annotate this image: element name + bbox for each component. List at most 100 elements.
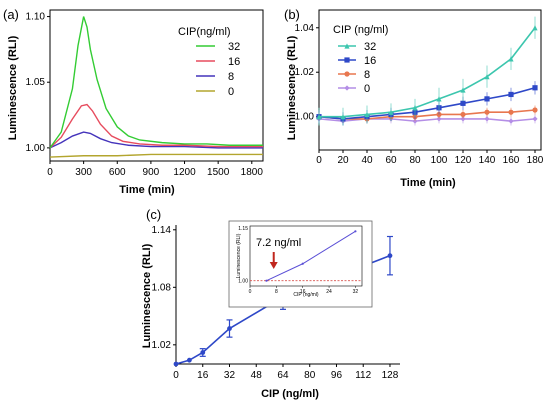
panel-b-x-tick-label: 20	[337, 155, 349, 166]
panel-a-label: (a)	[3, 7, 19, 22]
panel-b-point	[508, 109, 514, 115]
panel-a-x-tick-label: 300	[75, 167, 92, 178]
panel-b-legend-entry: 16	[364, 55, 376, 67]
panel-a-series-16	[49, 103, 263, 149]
panel-c-point	[200, 350, 206, 355]
panel-b-y-tick-label: 1.02	[295, 67, 315, 78]
panel-c-ylabel: Luminescence (RLI)	[141, 243, 153, 348]
panel-b-point	[484, 109, 490, 115]
inset-y-tick-label: 1.00	[238, 279, 248, 285]
panel-b-point	[508, 118, 514, 124]
panel-b-ylabel: Luminescence (RLI)	[286, 35, 298, 140]
inset-x-tick-label: 16	[300, 289, 306, 295]
panel-a-legend-entry: 8	[228, 71, 234, 83]
panel-c-point	[387, 253, 393, 259]
panel-b-series-32	[319, 27, 536, 118]
panel-b-point	[484, 96, 490, 102]
panel-b-point	[532, 107, 538, 113]
panel-b-point	[388, 109, 394, 115]
panel-b-series-8	[318, 109, 536, 120]
panel-a-legend-entry: 32	[228, 41, 240, 53]
inset-x-tick-label: 8	[275, 289, 278, 295]
inset-xlabel: CIP (ng/ml)	[293, 292, 319, 298]
panel-b-x-tick-label: 80	[409, 155, 421, 166]
panel-b-legend-entry: 32	[364, 41, 376, 53]
panel-b-x-tick-label: 0	[316, 155, 322, 166]
panel-a-x-tick-label: 900	[143, 167, 160, 178]
panel-b-x-tick-label: 180	[527, 155, 544, 166]
panel-b-point	[340, 114, 346, 120]
panel-b-x-tick-label: 140	[479, 155, 496, 166]
panel-b-point	[436, 96, 442, 102]
panel-c-point	[186, 357, 192, 363]
panel-c-x-tick-label: 128	[382, 370, 399, 381]
panel-c-x-tick-label: 80	[304, 370, 316, 381]
panel-b-series-0	[318, 118, 536, 122]
panel-a-series-8	[49, 131, 263, 149]
panel-b-x-tick-label: 100	[431, 155, 448, 166]
panel-b-point	[316, 114, 322, 120]
panel-b-point	[532, 85, 538, 91]
panel-a-x-tick-label: 1500	[207, 167, 230, 178]
panel-b-legend-title: CIP (ng/ml)	[333, 24, 388, 36]
panel-b-legend-entry: 0	[364, 83, 370, 95]
panel-b-y-tick-label: 1.00	[295, 112, 315, 123]
panel-b-frame	[318, 9, 542, 151]
panel-a-y-tick-label: 1.00	[26, 143, 46, 154]
panel-b-series-16	[318, 87, 536, 120]
panel-c-label: (c)	[146, 207, 161, 222]
panel-c-x-tick-label: 16	[197, 370, 209, 381]
panel-b-point	[484, 74, 490, 80]
panel-c-x-tick-label: 48	[251, 370, 263, 381]
panel-b-x-tick-label: 160	[503, 155, 520, 166]
panel-a-y-tick-label: 1.05	[26, 77, 46, 88]
panel-a-x-tick-label: 1800	[241, 167, 264, 178]
panel-a-x-tick-label: 600	[109, 167, 126, 178]
panel-a-x-tick-label: 1200	[173, 167, 196, 178]
panel-b-point	[508, 91, 514, 98]
panel-b-xlabel: Time (min)	[400, 177, 456, 189]
inset-y-tick-label: 1.15	[238, 226, 248, 232]
panel-b-point	[364, 111, 370, 118]
panel-b-point	[532, 116, 538, 122]
panel-c-y-tick-label: 1.14	[152, 225, 172, 236]
panel-b-point	[484, 116, 490, 122]
panel-b-point	[460, 111, 466, 118]
panel-a-frame	[49, 9, 264, 162]
panel-b-x-tick-label: 60	[385, 155, 397, 166]
panel-c-x-tick-label: 0	[173, 370, 179, 381]
panel-c-y-tick-label: 1.08	[152, 282, 172, 293]
inset-x-tick-label: 0	[249, 289, 252, 295]
inset-point	[354, 230, 357, 233]
panel-b-legend-entry: 8	[364, 69, 370, 81]
panel-b-y-tick-label: 1.04	[295, 23, 315, 34]
panel-b-point	[532, 25, 538, 31]
panel-c-point	[227, 326, 232, 331]
panel-b-legend-marker	[344, 85, 350, 91]
panel-b-legend-marker	[344, 71, 350, 77]
panel-a-x-tick-label: 0	[47, 167, 53, 178]
panel-c-x-tick-label: 32	[224, 370, 236, 381]
panel-b-point	[460, 87, 466, 93]
panel-b-legend-marker	[344, 57, 350, 63]
panel-c-y-tick-label: 1.02	[152, 340, 172, 351]
panel-a-xlabel: Time (min)	[119, 184, 175, 196]
panel-b-x-tick-label: 40	[361, 155, 373, 166]
panel-b-point	[460, 100, 466, 106]
inset-annotation: 7.2 ng/ml	[256, 237, 301, 249]
panel-a-series-32	[49, 16, 263, 149]
panel-b-legend-marker	[344, 43, 350, 49]
panel-b-label: (b)	[284, 7, 300, 22]
inset-ylabel: Luminescence (RLI)	[236, 233, 242, 278]
panel-a-legend-entry: 16	[228, 56, 240, 68]
panel-b-point	[412, 105, 418, 111]
panel-c-point	[173, 361, 179, 367]
inset-point	[301, 262, 304, 265]
panel-a-ylabel: Luminescence (RLI)	[7, 35, 19, 140]
panel-a-legend-title: CIP(ng/ml)	[178, 26, 231, 38]
panel-c-xlabel: CIP (ng/ml)	[261, 388, 319, 400]
panel-b-point	[508, 56, 514, 62]
inset-arrow-head	[269, 262, 278, 269]
inset-x-tick-label: 24	[326, 289, 332, 295]
